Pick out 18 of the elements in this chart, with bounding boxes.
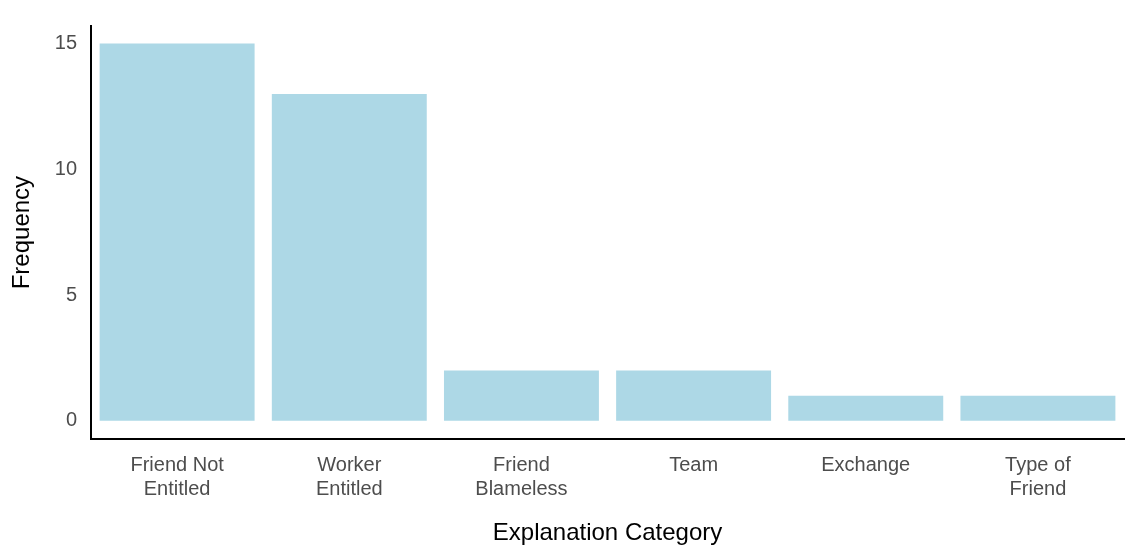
bar: [271, 93, 427, 421]
bar: [616, 370, 772, 421]
y-tick-label: 0: [65, 408, 78, 431]
x-tick-label: Team: [669, 452, 719, 475]
bar: [788, 395, 944, 421]
y-tick-label: 5: [65, 282, 78, 305]
y-axis-title: Frequency: [7, 175, 35, 290]
bar: [960, 395, 1116, 421]
x-tick-label: Exchange: [821, 452, 911, 475]
y-tick-label: 15: [54, 31, 78, 54]
x-tick-label: Worker Entitled: [315, 452, 383, 499]
bar: [99, 43, 255, 421]
x-tick-label: Friend Not Entitled: [130, 452, 225, 499]
bar: [443, 370, 599, 421]
x-tick-label: Type of Friend: [1005, 452, 1072, 499]
x-axis-title: Explanation Category: [492, 518, 723, 546]
x-tick-label: Friend Blameless: [475, 452, 568, 499]
y-tick-label: 10: [54, 156, 78, 179]
